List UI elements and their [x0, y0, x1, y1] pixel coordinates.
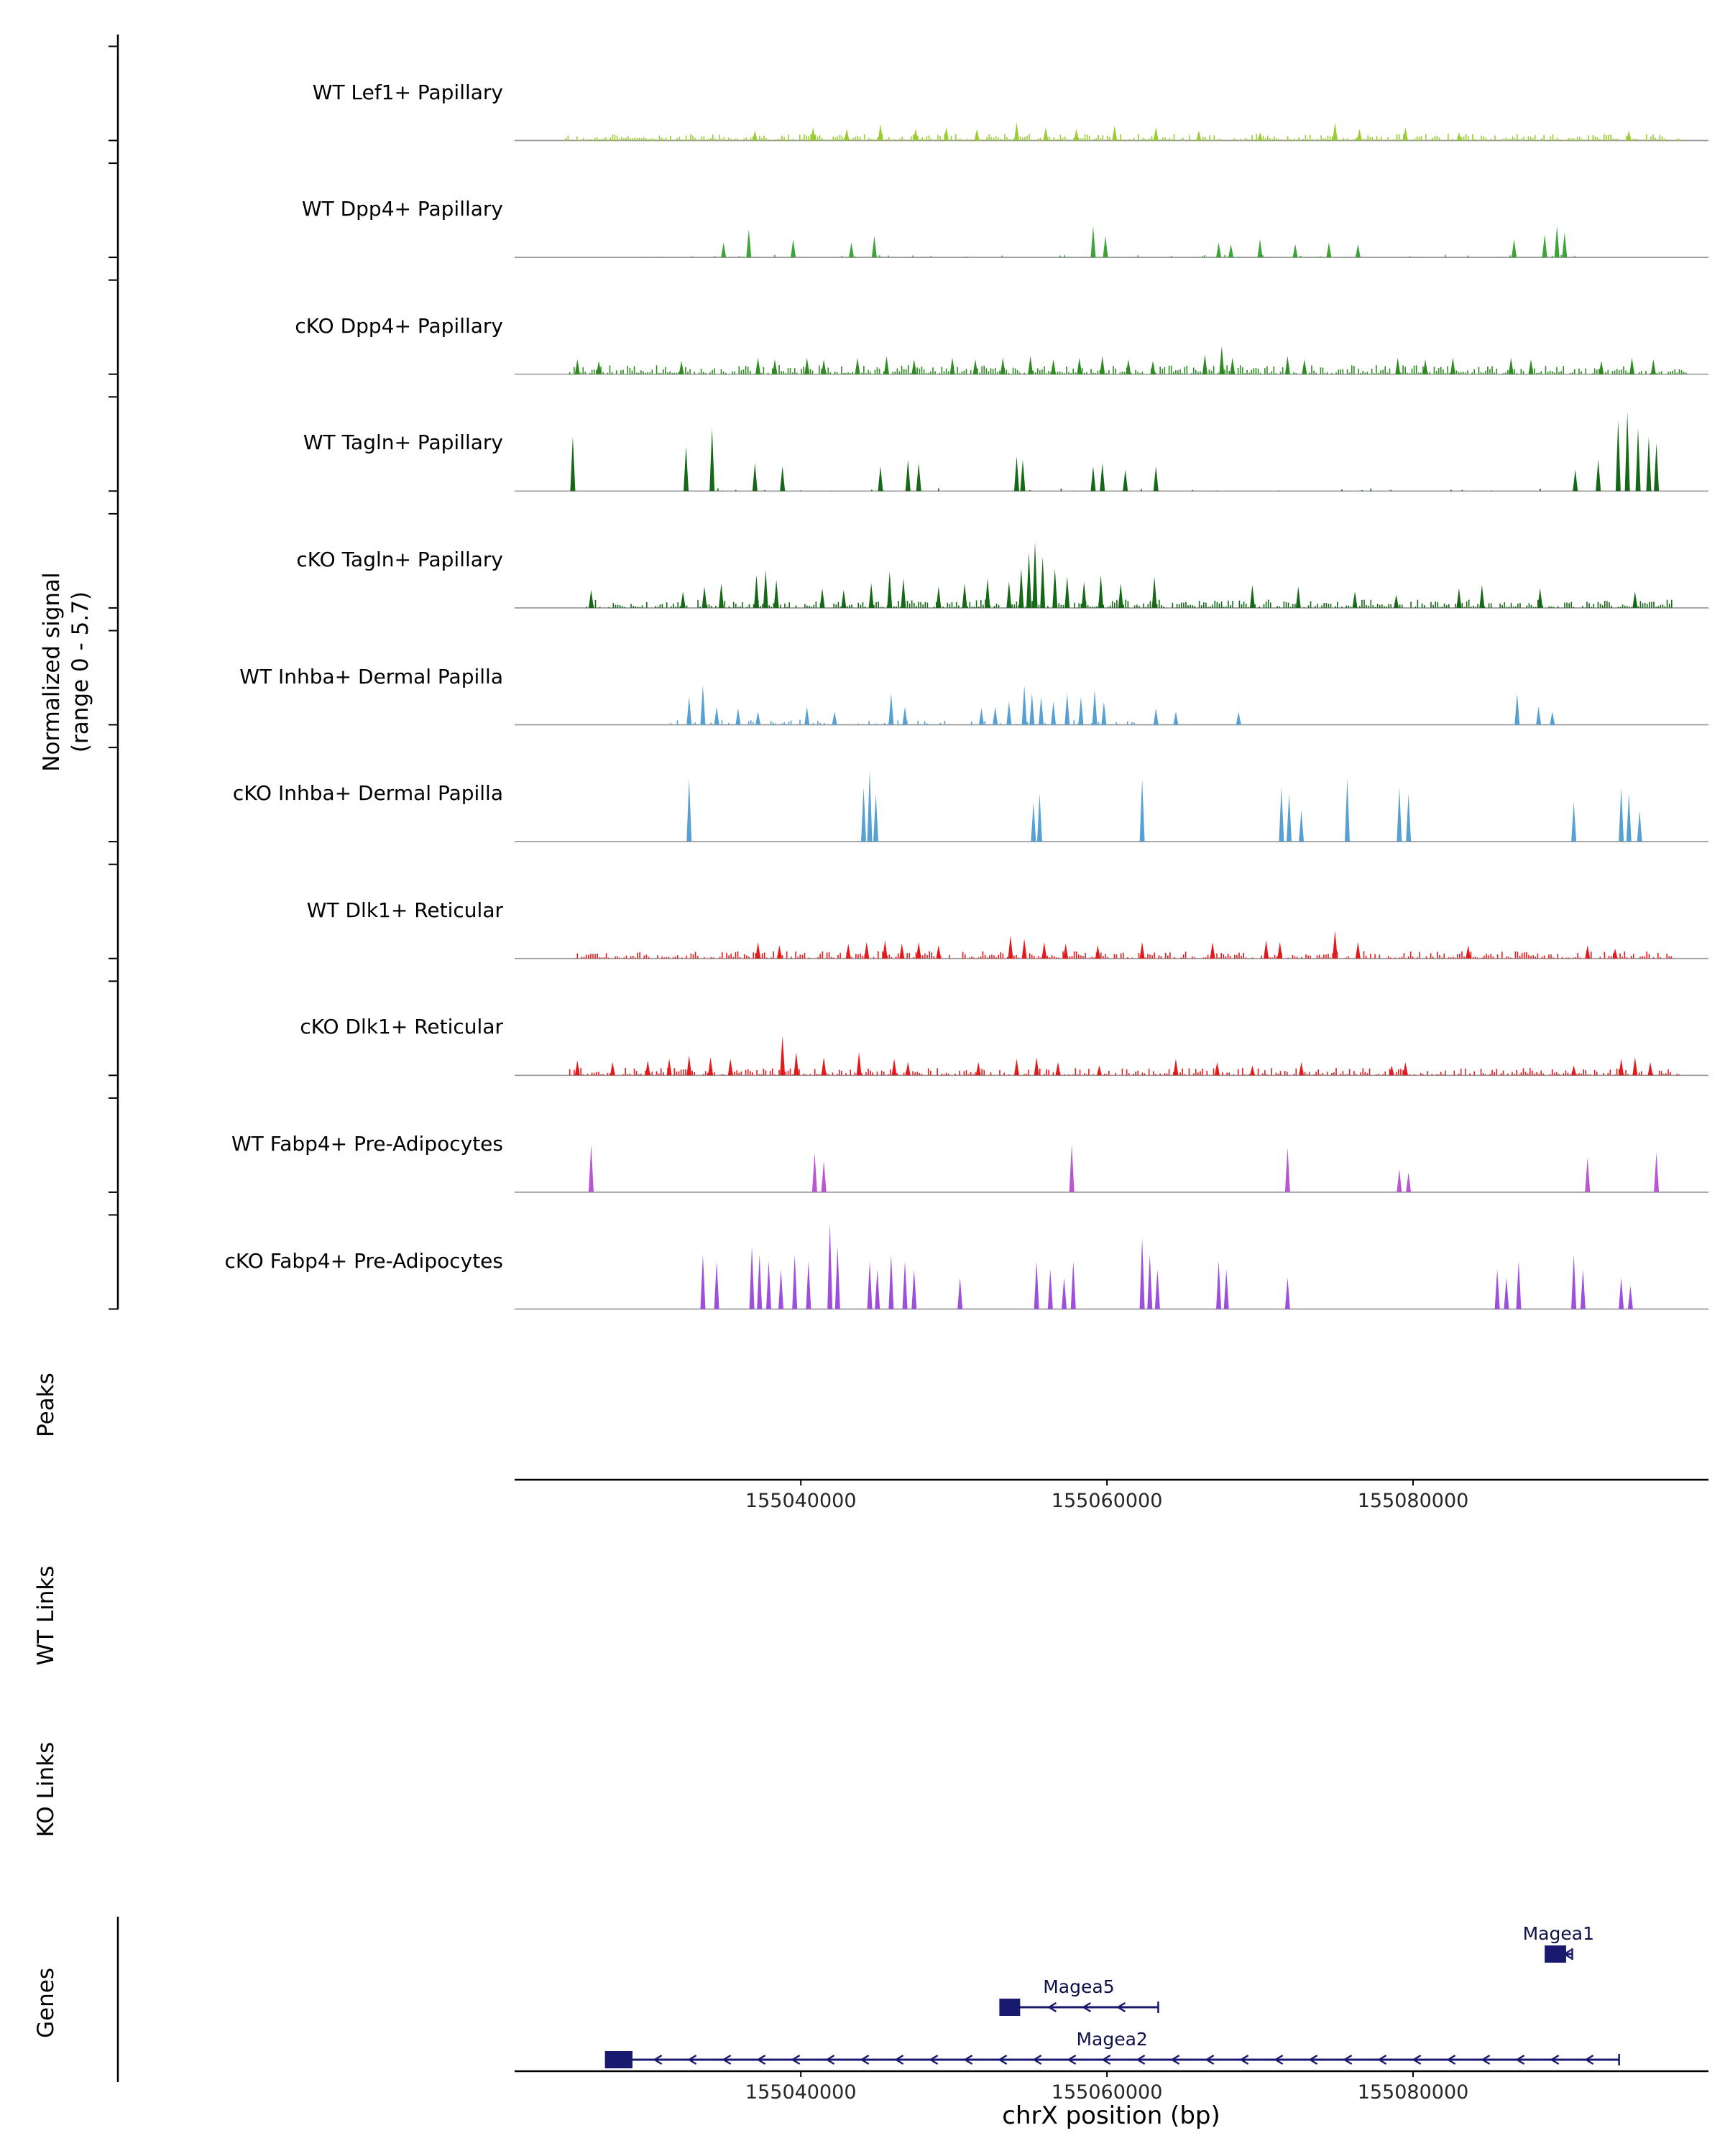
track-label: cKO Tagln+ Papillary [296, 547, 503, 571]
signal-track-0 [515, 122, 1708, 142]
track-label: WT Inhba+ Dermal Papilla [239, 664, 503, 688]
track-label: cKO Fabp4+ Pre-Adipocytes [224, 1248, 503, 1273]
section-label-ko-links: KO Links [33, 1741, 59, 1838]
gene-exon [999, 1999, 1021, 2016]
track-label: cKO Dpp4+ Papillary [295, 313, 503, 338]
track-label: WT Fabp4+ Pre-Adipocytes [231, 1131, 503, 1156]
gene-exon [1545, 1945, 1566, 1963]
gene-exon [604, 2051, 632, 2068]
x-tick-label: 155040000 [745, 1490, 857, 1512]
signal-track-8 [515, 1036, 1708, 1077]
track-label: cKO Inhba+ Dermal Papilla [232, 781, 503, 806]
signal-track-5 [515, 685, 1708, 726]
x-tick-label: 155040000 [745, 2081, 857, 2104]
track-label: cKO Dlk1+ Reticular [300, 1015, 503, 1039]
x-tick-label: 155060000 [1052, 1490, 1163, 1512]
track-label: WT Lef1+ Papillary [312, 80, 503, 104]
gene-name-label: Magea5 [1043, 1976, 1114, 1997]
track-label: WT Dlk1+ Reticular [306, 898, 503, 922]
x-axis-title: chrX position (bp) [1002, 2101, 1220, 2130]
track-label: WT Tagln+ Papillary [303, 430, 503, 455]
x-tick-label: 155060000 [1052, 2081, 1163, 2104]
signal-track-3 [515, 411, 1708, 492]
signal-track-4 [515, 541, 1708, 609]
gene-model-magea2: Magea2 [604, 2029, 1620, 2068]
section-label-wt-links: WT Links [33, 1565, 59, 1666]
gene-name-label: Magea2 [1076, 2029, 1147, 2050]
section-label-genes: Genes [33, 1968, 59, 2038]
signal-track-10 [515, 1222, 1708, 1310]
signal-track-2 [515, 346, 1708, 375]
x-tick-label: 155080000 [1358, 1490, 1469, 1512]
gene-model-magea5: Magea5 [999, 1976, 1159, 2016]
signal-track-1 [515, 226, 1708, 258]
signal-track-9 [515, 1144, 1708, 1193]
signal-track-7 [515, 930, 1708, 959]
x-tick-label: 155080000 [1358, 2081, 1469, 2104]
track-label: WT Dpp4+ Papillary [301, 197, 503, 221]
signal-track-6 [515, 770, 1708, 842]
y-axis-label: Normalized signal (range 0 - 5.7) [37, 471, 95, 873]
y-axis-label-line1: Normalized signal [39, 572, 65, 772]
y-axis-label-line2: (range 0 - 5.7) [68, 591, 93, 753]
gene-name-label: Magea1 [1523, 1923, 1594, 1944]
section-label-peaks: Peaks [33, 1373, 59, 1437]
gene-model-magea1: Magea1 [1523, 1923, 1594, 1963]
